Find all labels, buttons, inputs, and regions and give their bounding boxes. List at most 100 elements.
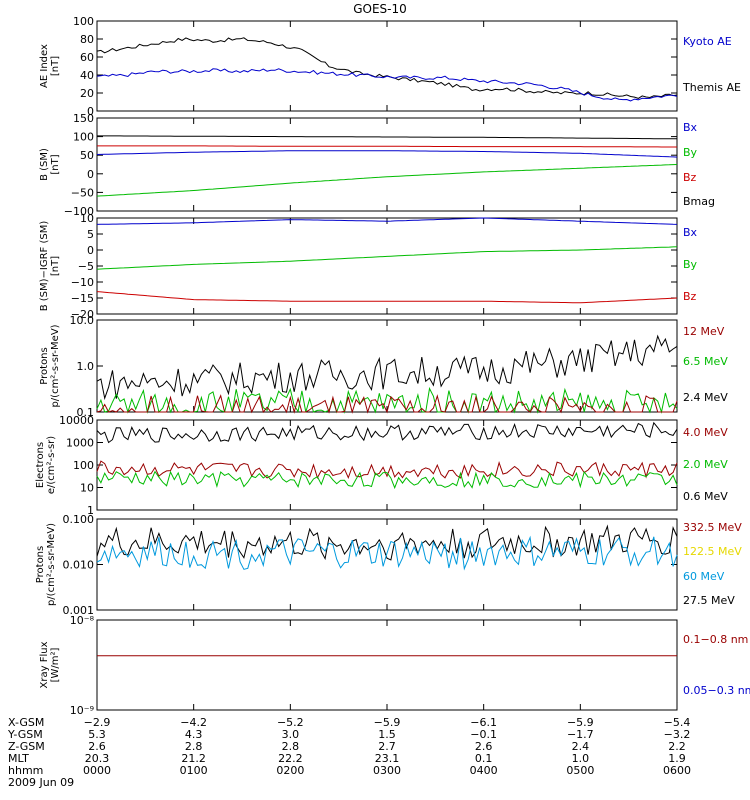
y-tick-label: 10⁻⁸ [70, 614, 95, 627]
panel-4: 10.0 1.0 0.1 Protons p/(cm²-s-sr-MeV) 12 MeV 6… [39, 314, 728, 419]
footer-value: 0600 [663, 764, 691, 777]
y-tick-label: 60 [80, 51, 94, 64]
y-tick-label: 0.1 [77, 406, 95, 419]
y-tick-label: 10⁻⁹ [70, 704, 94, 717]
legend-label: Bz [683, 171, 697, 184]
footer-value: 20.3 [85, 752, 110, 765]
y-axis-label-line1: Protons [39, 347, 50, 384]
series-line-1 [96, 217, 678, 225]
footer-value: 2.7 [378, 740, 396, 753]
y-tick-label: 80 [80, 33, 94, 46]
legend-label: 0.05−0.3 nm [683, 684, 750, 697]
footer-row-label: hhmm [8, 764, 43, 777]
footer-value: −3.2 [664, 728, 691, 741]
panel-3: 10 5 0 −5 −10 −15 −20 B (SM)−IGRF (SM) [nT] Bx By B… [39, 212, 698, 321]
series-line-3 [96, 291, 678, 304]
legend-label: By [683, 258, 698, 271]
y-tick-label: 5 [87, 228, 94, 241]
y-axis-label-line1: AE Index [39, 44, 50, 88]
y-tick-label: 0.010 [63, 559, 95, 572]
y-axis-label-line2: p/(cm²-s-sr-MeV) [50, 324, 61, 407]
legend-label: 4.0 MeV [683, 426, 728, 439]
y-tick-label: 0 [87, 244, 94, 257]
footer-value: 0000 [83, 764, 111, 777]
legend-label: 60 MeV [683, 570, 725, 583]
footer-value: 0500 [566, 764, 594, 777]
legend-label: 0.1−0.8 nm [683, 633, 748, 646]
y-tick-label: −10 [71, 276, 94, 289]
y-axis-label: AE Index [nT] [39, 44, 61, 88]
footer-value: −5.4 [664, 716, 691, 729]
footer-value: 0200 [276, 764, 304, 777]
y-tick-label: 0.100 [63, 513, 95, 526]
y-tick-label: −15 [71, 292, 94, 305]
y-tick-label: 0 [87, 105, 94, 118]
y-tick-label: 50 [80, 149, 94, 162]
footer-value: 5.3 [88, 728, 106, 741]
panel-1: 100 80 60 40 20 0 AE Index [nT] Kyoto AE Themis A… [39, 15, 741, 118]
y-axis-label-line1: Protons [35, 546, 46, 583]
footer-value: 2.8 [282, 740, 300, 753]
legend-label: Bmag [683, 195, 715, 208]
series-line-1 [96, 421, 678, 444]
legend-label: 0.6 MeV [683, 490, 728, 503]
series-line-2 [96, 68, 678, 102]
series-line-1 [97, 135, 677, 140]
footer-value: 22.2 [278, 752, 303, 765]
series-line-3 [96, 470, 678, 490]
panel-7: 10⁻⁸ 10⁻⁹ Xray Flux [W/m²] 0.1−0.8 nm 0.05−0.… [39, 614, 750, 717]
footer-value: 0100 [180, 764, 208, 777]
footer-value: −4.2 [180, 716, 207, 729]
y-axis-label: Electrons e/(cm²-s-sr) [35, 436, 57, 494]
y-axis-label-line2: p/(cm²-s-sr-MeV) [46, 523, 57, 606]
panel-6: 0.100 0.010 0.001 Protons p/(cm²-s-sr-MeV) 33… [35, 513, 742, 617]
footer-value: 1.9 [668, 752, 686, 765]
y-axis-label-line2: [nT] [50, 56, 61, 76]
y-tick-label: 1 [87, 504, 94, 517]
y-axis-label-line1: Xray Flux [39, 641, 50, 688]
footer-row-label: Y-GSM [7, 728, 43, 741]
footer-row-label: Z-GSM [8, 740, 45, 753]
footer-value: 4.3 [185, 728, 203, 741]
y-tick-label: −20 [71, 308, 94, 321]
y-axis-label: B (SM)−IGRF (SM) [nT] [39, 221, 61, 312]
legend-label: 27.5 MeV [683, 594, 735, 607]
y-tick-label: 0 [87, 168, 94, 181]
y-tick-label: −5 [78, 260, 94, 273]
footer-value: −1.7 [567, 728, 594, 741]
legend-label: 122.5 MeV [683, 545, 742, 558]
footer-value: −5.9 [374, 716, 401, 729]
y-tick-label: 10.0 [70, 314, 95, 327]
y-axis-label-line1: B (SM) [39, 148, 50, 181]
footer-value: 2.6 [475, 740, 493, 753]
series-line-2 [96, 460, 678, 480]
footer-value: 2.8 [185, 740, 203, 753]
series-line-4 [96, 164, 678, 197]
legend-label: Kyoto AE [683, 35, 732, 48]
footer-date: 2009 Jun 09 [8, 776, 74, 789]
series-line-1 [96, 334, 678, 401]
footer-value: 1.5 [378, 728, 396, 741]
plot-frame [96, 619, 678, 711]
footer-value: 2.4 [572, 740, 590, 753]
footer-value: 2.2 [668, 740, 686, 753]
y-tick-label: 100 [73, 131, 94, 144]
legend-label: 2.0 MeV [683, 458, 728, 471]
legend-label: 12 MeV [683, 325, 725, 338]
footer-value: 1.0 [572, 752, 590, 765]
series-line-2 [96, 535, 678, 571]
y-tick-label: 10 [80, 482, 94, 495]
legend-label: 6.5 MeV [683, 355, 728, 368]
y-axis-label-line2: e/(cm²-s-sr) [46, 436, 57, 494]
y-axis-label-line1: B (SM)−IGRF (SM) [39, 221, 50, 312]
y-tick-label: 40 [80, 69, 94, 82]
y-axis-label: Protons p/(cm²-s-sr-MeV) [35, 523, 57, 606]
y-tick-label: 100 [73, 15, 94, 28]
y-tick-label: 150 [73, 112, 94, 125]
footer-value: −5.9 [567, 716, 594, 729]
footer-value: −5.2 [277, 716, 304, 729]
y-tick-label: −50 [71, 186, 94, 199]
footer-value: −6.1 [470, 716, 497, 729]
